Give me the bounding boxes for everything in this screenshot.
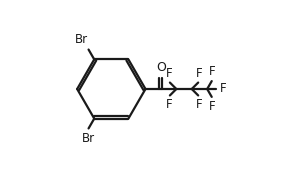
Text: F: F — [166, 98, 173, 111]
Text: O: O — [156, 61, 166, 74]
Text: F: F — [166, 67, 172, 80]
Text: F: F — [209, 100, 215, 112]
Text: F: F — [195, 98, 202, 111]
Text: F: F — [209, 66, 215, 78]
Text: Br: Br — [82, 132, 95, 145]
Text: Br: Br — [74, 33, 88, 46]
Text: F: F — [195, 67, 202, 80]
Text: F: F — [219, 82, 226, 96]
